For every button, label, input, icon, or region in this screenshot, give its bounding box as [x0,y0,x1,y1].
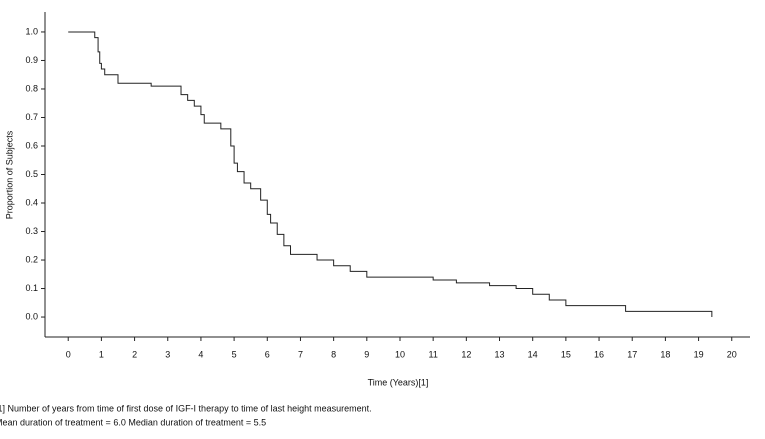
footnote: Mean duration of treatment = 6.0 Median … [0,417,266,427]
x-tick-label: 6 [265,349,270,359]
x-tick-label: 15 [561,349,571,359]
x-tick-label: 14 [528,349,538,359]
y-tick-label: 0.7 [25,112,38,122]
x-tick-label: 10 [395,349,405,359]
x-tick-label: 1 [99,349,104,359]
y-tick-label: 0.2 [25,254,38,264]
x-tick-label: 7 [298,349,303,359]
x-tick-label: 19 [694,349,704,359]
x-tick-label: 18 [660,349,670,359]
y-tick-label: 0.1 [25,283,38,293]
y-axis-label: Proportion of Subjects [4,130,14,219]
x-tick-label: 0 [66,349,71,359]
y-tick-label: 0.4 [25,197,38,207]
y-tick-label: 0.5 [25,169,38,179]
x-tick-label: 2 [132,349,137,359]
x-tick-label: 20 [727,349,737,359]
x-tick-label: 16 [594,349,604,359]
y-tick-label: 1.0 [25,26,38,36]
y-tick-label: 0.3 [25,226,38,236]
x-tick-label: 13 [495,349,505,359]
x-tick-label: 9 [364,349,369,359]
x-tick-label: 5 [232,349,237,359]
y-tick-label: 0.0 [25,311,38,321]
y-tick-label: 0.8 [25,83,38,93]
x-tick-label: 3 [165,349,170,359]
x-tick-label: 8 [331,349,336,359]
x-tick-label: 11 [428,349,437,359]
y-tick-label: 0.9 [25,55,38,65]
x-axis-label: Time (Years)[1] [368,377,429,387]
y-tick-label: 0.6 [25,140,38,150]
footnote: [1] Number of years from time of first d… [0,403,372,413]
x-tick-label: 17 [627,349,637,359]
survival-curve [68,31,713,318]
x-tick-label: 12 [461,349,471,359]
x-tick-label: 4 [198,349,203,359]
